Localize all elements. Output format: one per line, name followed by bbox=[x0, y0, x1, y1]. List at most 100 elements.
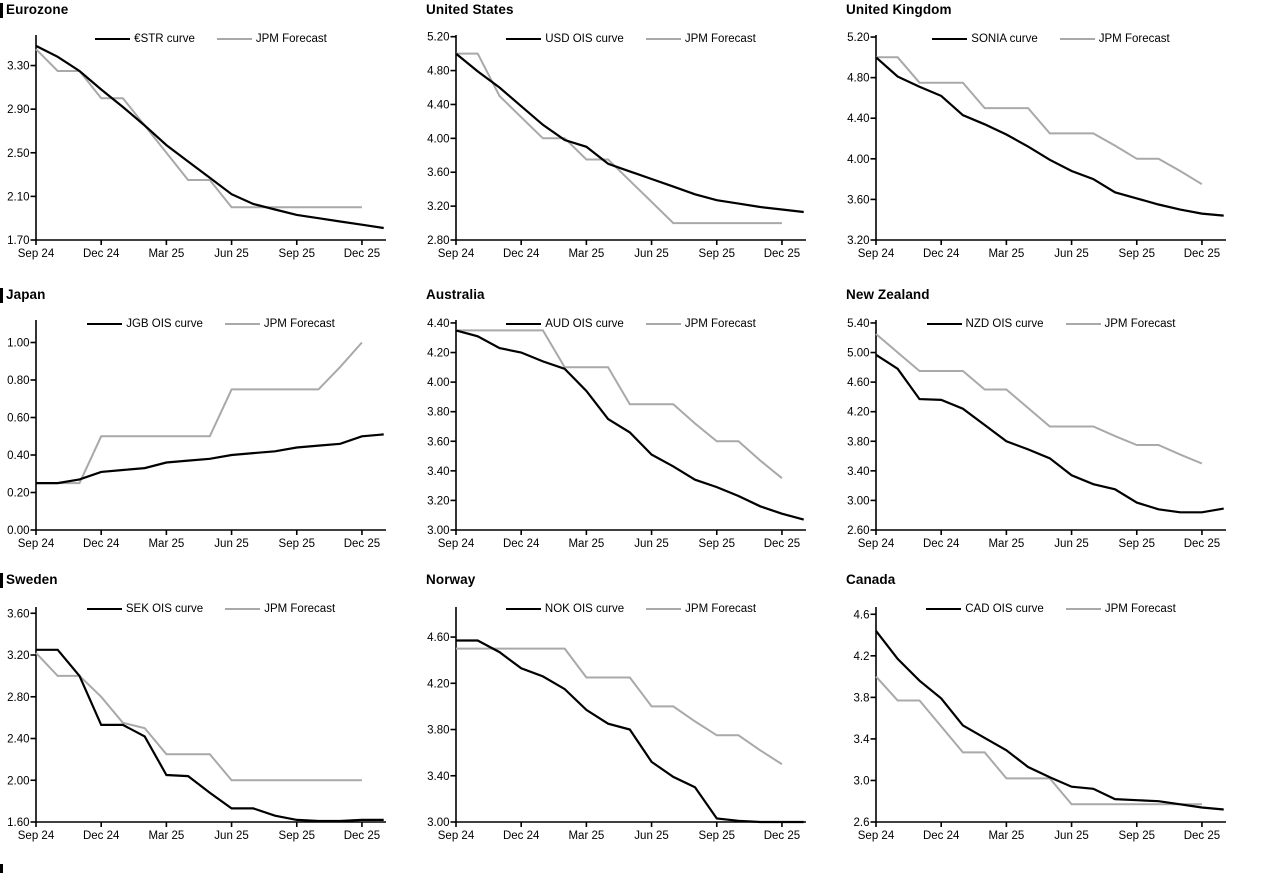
legend-item-cad-ois-curve: CAD OIS curve bbox=[926, 603, 1044, 615]
plot-australia: 3.00 3.20 3.40 3.60 3.80 4.00 4.20 4.40 Sep 24 De… bbox=[427, 318, 806, 550]
x-tick-label: Mar 25 bbox=[148, 538, 184, 550]
x-tick-label: Jun 25 bbox=[214, 538, 249, 550]
chart-eurozone: 1.70 2.10 2.50 2.90 3.30 Sep 24 Dec 24 Mar 25 Ju… bbox=[0, 0, 420, 285]
chart-new-zealand: 2.60 3.00 3.40 3.80 4.20 4.60 5.00 5.40 Sep 24 De… bbox=[840, 285, 1264, 570]
legend-item-jpm-forecast: JPM Forecast bbox=[645, 33, 756, 45]
y-tick-label: 4.00 bbox=[847, 154, 869, 166]
x-tick-label: Dec 24 bbox=[923, 830, 960, 842]
legend-item-jpm-forecast: JPM Forecast bbox=[224, 318, 335, 330]
y-tick-label: 3.60 bbox=[847, 194, 869, 206]
x-tick-label: Mar 25 bbox=[988, 248, 1024, 260]
y-tick-label: 0.80 bbox=[7, 375, 29, 387]
chart-title: Australia bbox=[426, 287, 485, 302]
y-tick-label: 5.20 bbox=[847, 32, 869, 44]
legend-swatch bbox=[506, 323, 542, 325]
y-axis bbox=[30, 320, 37, 531]
chart-title: United States bbox=[426, 2, 514, 17]
y-tick-label: 3.30 bbox=[7, 61, 29, 73]
legend-label: €STR curve bbox=[134, 33, 195, 45]
y-tick-label: 0.60 bbox=[7, 413, 29, 425]
legend: NZD OIS curve JPM Forecast bbox=[876, 318, 1226, 330]
y-tick-label: 1.60 bbox=[7, 817, 29, 829]
series-line-usd-ois-curve bbox=[455, 52, 804, 214]
chart-sweden: 1.60 2.00 2.40 2.80 3.20 3.60 Sep 24 Dec 24 Mar … bbox=[0, 570, 420, 873]
legend-swatch bbox=[224, 323, 260, 325]
y-tick-label: 3.40 bbox=[427, 466, 449, 478]
x-tick-label: Dec 25 bbox=[344, 248, 380, 260]
chart-united-kingdom: 3.20 3.60 4.00 4.40 4.80 5.20 Sep 24 Dec 24 Mar … bbox=[840, 0, 1264, 285]
x-tick-label: Sep 25 bbox=[699, 830, 735, 842]
legend-label: CAD OIS curve bbox=[965, 603, 1044, 615]
y-tick-label: 5.20 bbox=[427, 32, 449, 44]
legend-item-jpm-forecast: JPM Forecast bbox=[645, 318, 756, 330]
legend-swatch bbox=[926, 608, 962, 610]
chart-japan: 0.00 0.20 0.40 0.60 0.80 1.00 Sep 24 Dec 24 Mar … bbox=[0, 285, 420, 570]
plot-eurozone: 1.70 2.10 2.50 2.90 3.30 Sep 24 Dec 24 Mar 25 Ju… bbox=[7, 35, 386, 260]
series-line-jgb-ois-curve bbox=[36, 433, 384, 485]
series-line-jpm-forecast bbox=[36, 341, 363, 485]
y-tick-label: 4.80 bbox=[847, 73, 869, 85]
y-tick-label: 4.6 bbox=[854, 609, 870, 621]
y-tick-label: 3.60 bbox=[427, 167, 449, 179]
legend-item-aud-ois-curve: AUD OIS curve bbox=[506, 318, 624, 330]
x-tick-label: Dec 24 bbox=[923, 248, 960, 260]
y-axis bbox=[870, 320, 877, 531]
x-tick-label: Jun 25 bbox=[214, 830, 249, 842]
legend: €STR curve JPM Forecast bbox=[36, 33, 386, 45]
legend-label: JPM Forecast bbox=[684, 33, 756, 45]
plot-canada: 2.6 3.0 3.4 3.8 4.2 4.6 Sep 24 Dec 24 Mar 25 Jun … bbox=[854, 607, 1226, 842]
y-tick-label: 3.0 bbox=[854, 775, 870, 787]
legend-label: USD OIS curve bbox=[545, 33, 624, 45]
x-axis bbox=[875, 821, 1226, 827]
legend-swatch bbox=[505, 608, 541, 610]
y-tick-label: 2.50 bbox=[7, 148, 29, 160]
legend-swatch bbox=[645, 323, 681, 325]
x-axis bbox=[455, 821, 806, 827]
x-tick-label: Mar 25 bbox=[148, 830, 184, 842]
chart-canada: 2.6 3.0 3.4 3.8 4.2 4.6 Sep 24 Dec 24 Mar 25 Jun … bbox=[840, 570, 1264, 873]
legend-label: JPM Forecast bbox=[1104, 318, 1176, 330]
legend-swatch bbox=[646, 608, 682, 610]
y-tick-label: 3.60 bbox=[7, 608, 29, 620]
series-line-cad-ois-curve bbox=[875, 630, 1224, 811]
legend: JGB OIS curve JPM Forecast bbox=[36, 318, 386, 330]
y-tick-label: 4.00 bbox=[427, 133, 449, 145]
series-line-jpm-forecast bbox=[875, 333, 1203, 465]
legend-label: JPM Forecast bbox=[255, 33, 327, 45]
x-tick-label: Sep 24 bbox=[18, 248, 55, 260]
plot-norway: 3.00 3.40 3.80 4.20 4.60 Sep 24 Dec 24 Mar 25 Ju… bbox=[427, 607, 806, 842]
legend: AUD OIS curve JPM Forecast bbox=[456, 318, 806, 330]
x-axis bbox=[455, 239, 806, 245]
y-tick-label: 3.20 bbox=[427, 495, 449, 507]
legend-item-str-curve: €STR curve bbox=[95, 33, 195, 45]
y-tick-label: 2.60 bbox=[847, 525, 869, 537]
section-marker-bottom bbox=[0, 864, 3, 873]
y-tick-label: 2.90 bbox=[7, 104, 29, 116]
legend-label: JGB OIS curve bbox=[126, 318, 203, 330]
y-tick-label: 0.40 bbox=[7, 450, 29, 462]
series-line-jpm-forecast bbox=[35, 652, 362, 782]
y-tick-label: 3.40 bbox=[847, 466, 869, 478]
legend: NOK OIS curve JPM Forecast bbox=[456, 603, 806, 615]
y-tick-label: 2.6 bbox=[854, 817, 870, 829]
y-tick-label: 4.20 bbox=[847, 407, 869, 419]
x-tick-label: Sep 24 bbox=[438, 830, 475, 842]
legend-label: SEK OIS curve bbox=[125, 603, 204, 615]
series-line-jpm-forecast bbox=[456, 329, 783, 479]
legend-item-usd-ois-curve: USD OIS curve bbox=[506, 33, 624, 45]
y-tick-label: 3.80 bbox=[427, 725, 449, 737]
legend-label: NZD OIS curve bbox=[965, 318, 1044, 330]
legend-item-sek-ois-curve: SEK OIS curve bbox=[86, 603, 204, 615]
x-axis bbox=[875, 529, 1226, 535]
x-tick-label: Mar 25 bbox=[568, 830, 604, 842]
y-tick-label: 4.60 bbox=[847, 377, 869, 389]
chart-title: Japan bbox=[6, 287, 46, 302]
legend-label: JPM Forecast bbox=[684, 318, 756, 330]
legend-label: JPM Forecast bbox=[264, 603, 336, 615]
legend-label: NOK OIS curve bbox=[544, 603, 625, 615]
legend-item-jpm-forecast: JPM Forecast bbox=[1065, 603, 1176, 615]
series-line-nzd-ois-curve bbox=[875, 353, 1224, 514]
x-tick-label: Jun 25 bbox=[1054, 248, 1089, 260]
y-tick-label: 4.80 bbox=[427, 66, 449, 78]
legend-item-jpm-forecast: JPM Forecast bbox=[1059, 33, 1170, 45]
